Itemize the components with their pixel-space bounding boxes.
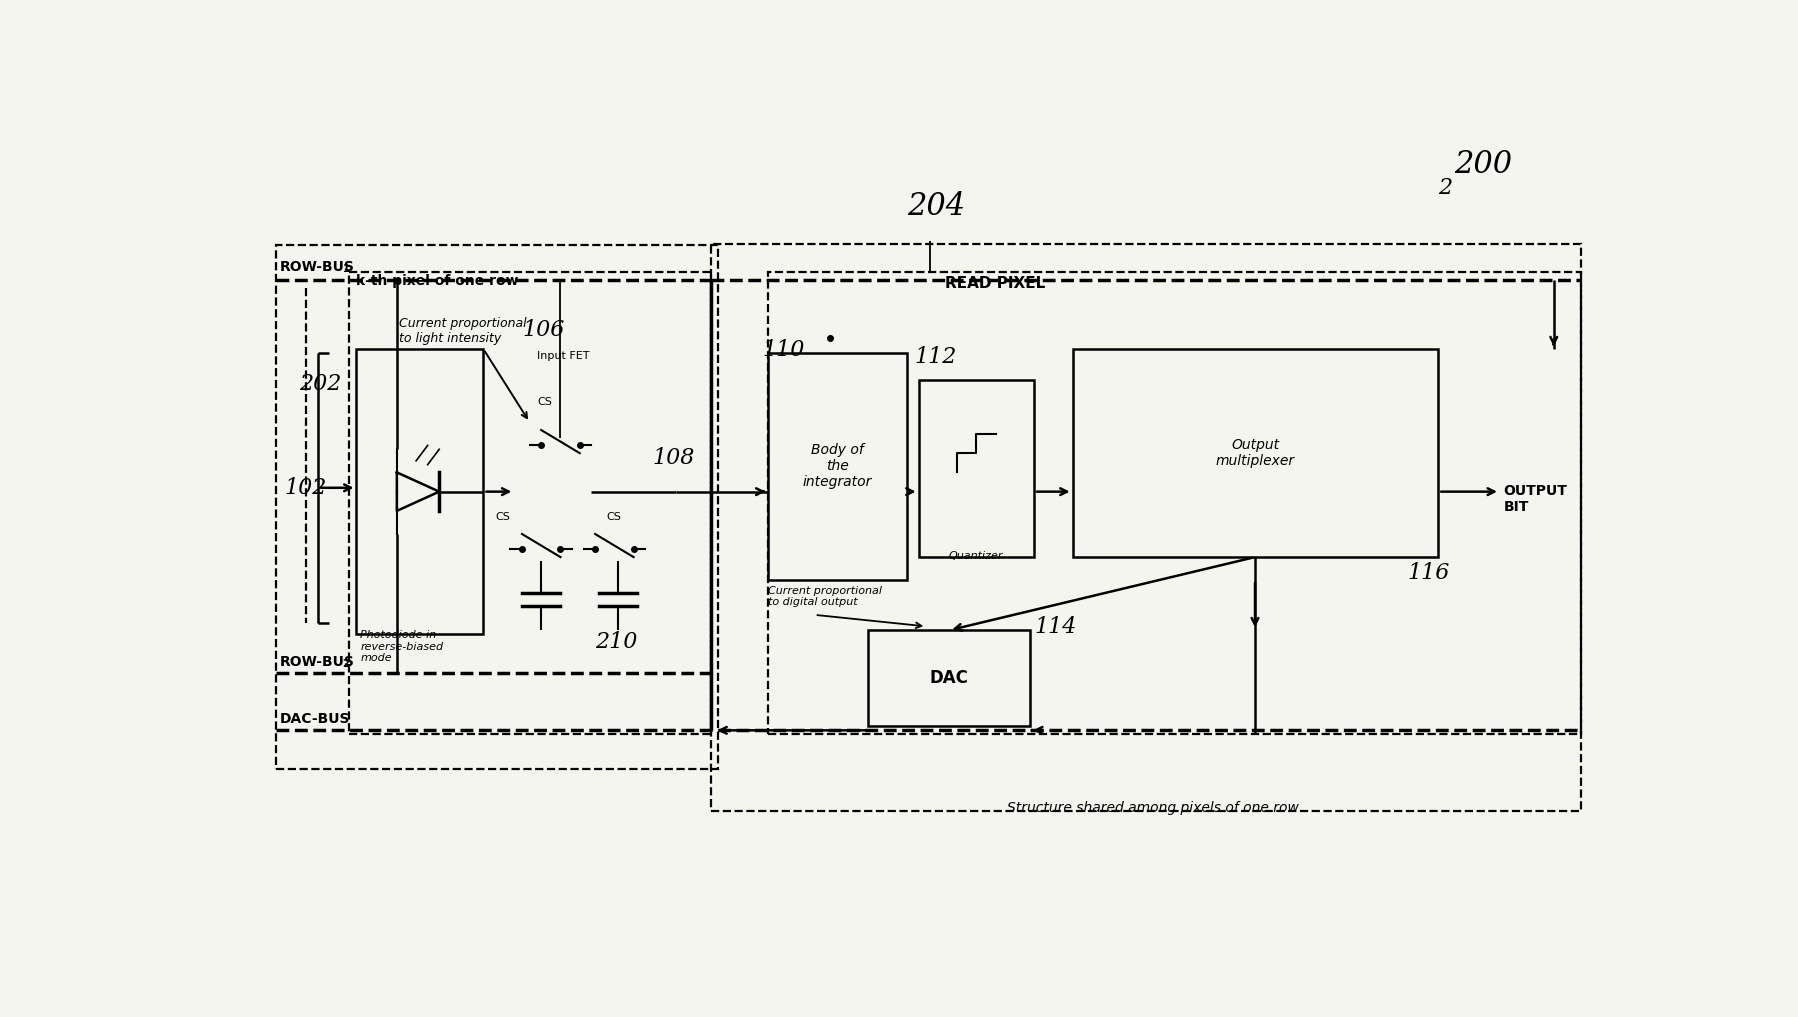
Text: DAC: DAC [930, 669, 967, 686]
Text: 110: 110 [762, 339, 804, 361]
Text: 102: 102 [284, 477, 327, 498]
Bar [710, 244, 1580, 812]
Bar [919, 380, 1034, 557]
Text: READ PIXEL: READ PIXEL [946, 277, 1045, 292]
Text: ROW-BUS: ROW-BUS [279, 655, 354, 669]
Text: CS: CS [494, 513, 509, 523]
Bar [1072, 349, 1437, 557]
Text: DAC-BUS: DAC-BUS [279, 713, 351, 726]
Bar [349, 273, 710, 734]
Text: 114: 114 [1034, 616, 1075, 638]
Bar [275, 245, 717, 769]
Bar [768, 273, 1580, 734]
Text: CS: CS [538, 397, 552, 407]
Text: Current proportional
to digital output: Current proportional to digital output [768, 586, 881, 607]
Bar [768, 353, 906, 580]
Text: 112: 112 [913, 347, 957, 368]
Text: CS: CS [606, 513, 620, 523]
Bar [868, 631, 1030, 726]
Text: OUTPUT
BIT: OUTPUT BIT [1503, 484, 1566, 515]
Text: 106: 106 [521, 319, 565, 342]
Text: k-th pixel of one row: k-th pixel of one row [356, 274, 518, 288]
Text: 210: 210 [595, 632, 636, 653]
Text: 108: 108 [653, 446, 694, 469]
Text: 2: 2 [342, 659, 349, 669]
Text: Structure shared among pixels of one row: Structure shared among pixels of one row [1007, 801, 1298, 815]
Text: Output
multiplexer: Output multiplexer [1215, 438, 1295, 468]
Text: 116: 116 [1406, 562, 1449, 584]
Text: Input FET: Input FET [538, 351, 590, 361]
Text: Body of
the
integrator: Body of the integrator [802, 443, 872, 489]
Bar [356, 349, 484, 634]
Text: 202: 202 [298, 373, 342, 395]
Text: Photodiode in
reverse-biased
mode: Photodiode in reverse-biased mode [360, 631, 442, 663]
Text: Quantizer: Quantizer [949, 551, 1003, 561]
Text: 2: 2 [1437, 177, 1451, 199]
Text: 1: 1 [342, 264, 349, 275]
Text: 200: 200 [1453, 148, 1510, 180]
Text: 204: 204 [906, 191, 964, 222]
Text: ROW-BUS: ROW-BUS [279, 260, 354, 275]
Text: Current proportional
to light intensity: Current proportional to light intensity [399, 317, 527, 346]
